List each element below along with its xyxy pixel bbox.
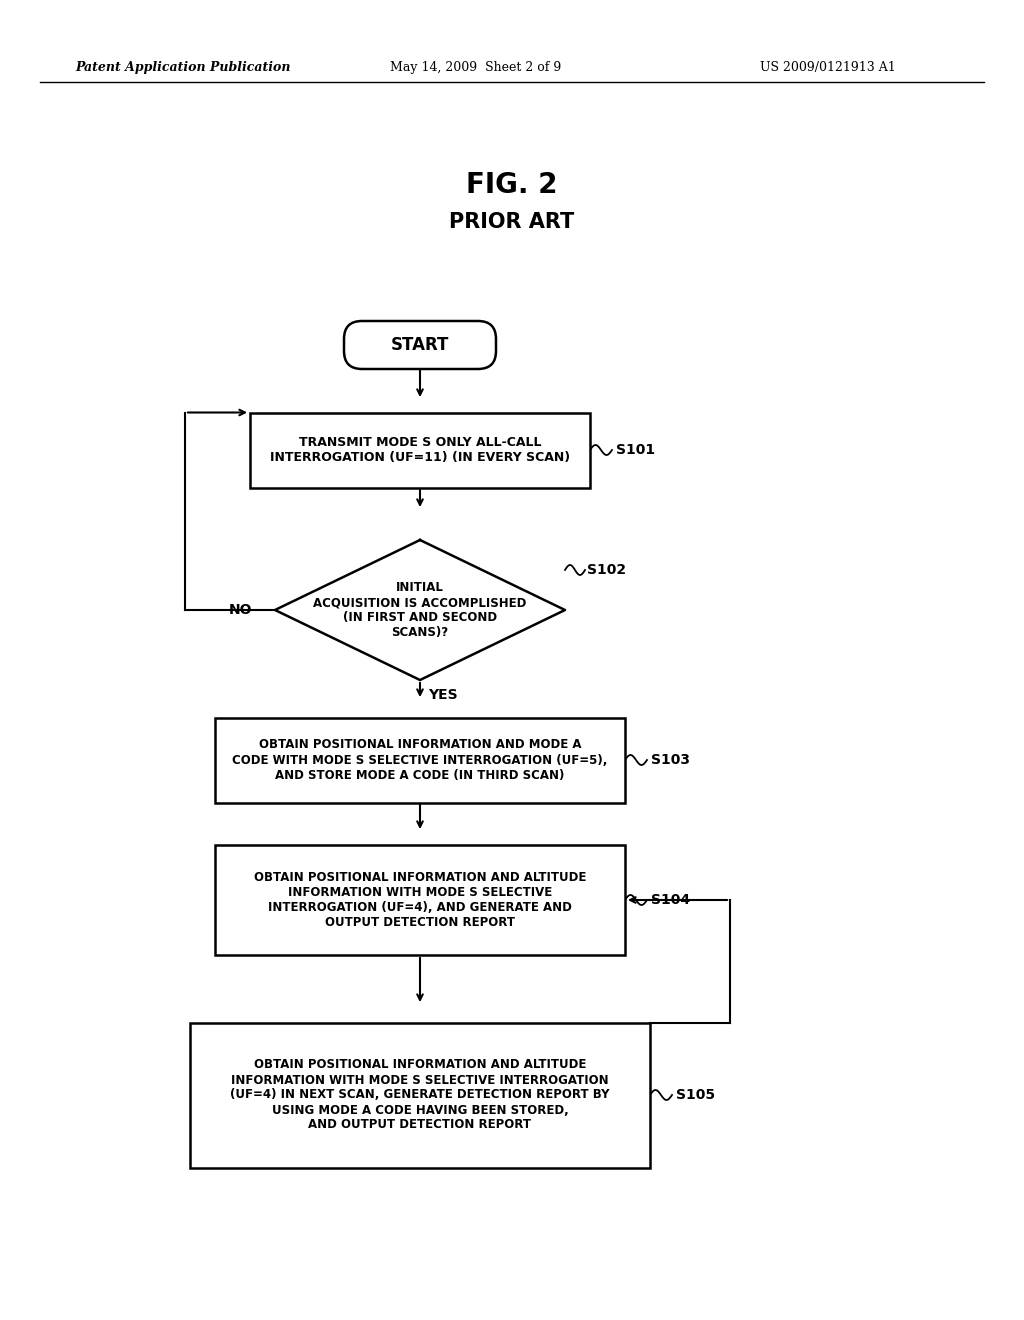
- Text: S104: S104: [651, 894, 690, 907]
- Text: TRANSMIT MODE S ONLY ALL-CALL
INTERROGATION (UF=11) (IN EVERY SCAN): TRANSMIT MODE S ONLY ALL-CALL INTERROGAT…: [270, 436, 570, 465]
- Text: Patent Application Publication: Patent Application Publication: [75, 62, 291, 74]
- Text: NO: NO: [228, 603, 252, 616]
- Text: INITIAL
ACQUISITION IS ACCOMPLISHED
(IN FIRST AND SECOND
SCANS)?: INITIAL ACQUISITION IS ACCOMPLISHED (IN …: [313, 581, 526, 639]
- Text: S103: S103: [651, 752, 690, 767]
- Text: YES: YES: [428, 688, 458, 702]
- Text: OBTAIN POSITIONAL INFORMATION AND ALTITUDE
INFORMATION WITH MODE S SELECTIVE
INT: OBTAIN POSITIONAL INFORMATION AND ALTITU…: [254, 871, 586, 929]
- Polygon shape: [275, 540, 565, 680]
- Bar: [215, 845, 625, 954]
- Text: May 14, 2009  Sheet 2 of 9: May 14, 2009 Sheet 2 of 9: [390, 62, 561, 74]
- Bar: [215, 718, 625, 803]
- Bar: [190, 1023, 650, 1167]
- Text: OBTAIN POSITIONAL INFORMATION AND ALTITUDE
INFORMATION WITH MODE S SELECTIVE INT: OBTAIN POSITIONAL INFORMATION AND ALTITU…: [230, 1059, 609, 1131]
- Bar: [250, 412, 590, 487]
- Text: US 2009/0121913 A1: US 2009/0121913 A1: [760, 62, 896, 74]
- Text: S102: S102: [587, 564, 626, 577]
- Text: PRIOR ART: PRIOR ART: [450, 213, 574, 232]
- Text: FIG. 2: FIG. 2: [466, 172, 558, 199]
- FancyBboxPatch shape: [344, 321, 496, 370]
- Text: OBTAIN POSITIONAL INFORMATION AND MODE A
CODE WITH MODE S SELECTIVE INTERROGATIO: OBTAIN POSITIONAL INFORMATION AND MODE A…: [232, 738, 607, 781]
- Text: S105: S105: [676, 1088, 715, 1102]
- Text: START: START: [391, 337, 450, 354]
- Text: S101: S101: [616, 444, 655, 457]
